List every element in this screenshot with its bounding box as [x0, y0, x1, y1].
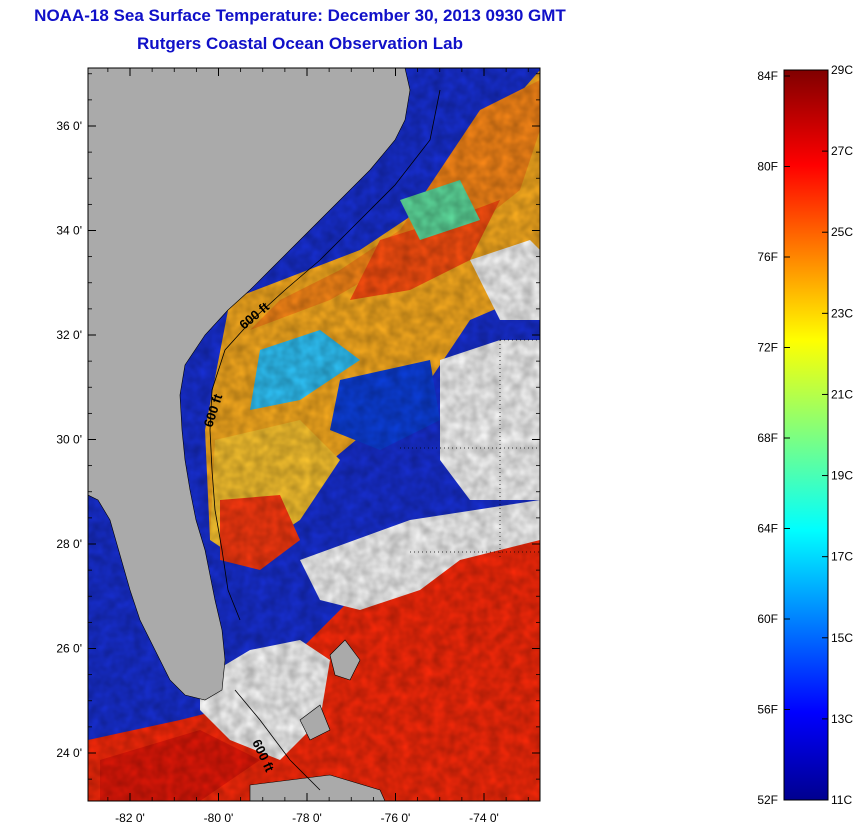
colorbar-fahrenheit-label: 64F	[757, 522, 778, 536]
bathymetry-contour-600ft	[209, 89, 441, 621]
lat-tick-label: 26 0'	[56, 642, 82, 656]
lat-tick-label: 30 0'	[56, 433, 82, 447]
bathymetry-contour-600ft	[234, 689, 321, 791]
colorbar-celsius-label: 17C	[831, 550, 853, 564]
colorbar-celsius-label: 27C	[831, 144, 853, 158]
colorbar-fahrenheit-label: 72F	[757, 341, 778, 355]
land-island	[299, 704, 331, 741]
colorbar-celsius-label: 15C	[831, 631, 853, 645]
map-title: NOAA-18 Sea Surface Temperature: Decembe…	[34, 6, 566, 25]
lat-tick-label: 36 0'	[56, 119, 82, 133]
colorbar-celsius-label: 21C	[831, 387, 853, 401]
lat-tick-label: 28 0'	[56, 537, 82, 551]
land-island	[329, 639, 361, 681]
colorbar-fahrenheit-label: 80F	[757, 160, 778, 174]
colorbar-celsius-label: 23C	[831, 306, 853, 320]
colorbar-celsius-label: 13C	[831, 712, 853, 726]
colorbar-celsius-label: 19C	[831, 469, 853, 483]
temperature-colorbar	[783, 69, 829, 801]
lon-tick-label: -76 0'	[381, 811, 411, 825]
lon-tick-label: -78 0'	[292, 811, 322, 825]
lon-tick-label: -82 0'	[115, 811, 145, 825]
graticule	[400, 339, 540, 560]
sst-map-area: 600 ft 600 ft 600 ft	[88, 68, 540, 801]
colorbar-fahrenheit-label: 84F	[757, 69, 778, 83]
colorbar-fahrenheit-label: 52F	[757, 793, 778, 807]
lat-tick-label: 32 0'	[56, 328, 82, 342]
longitude-axis: -82 0' -80 0' -78 0' -76 0' -74 0'	[107, 68, 529, 825]
colorbar-fahrenheit-label: 60F	[757, 612, 778, 626]
lat-tick-label: 24 0'	[56, 746, 82, 760]
map-frame	[87, 67, 541, 802]
colorbar-fahrenheit-label: 56F	[757, 703, 778, 717]
colorbar-fahrenheit-label: 76F	[757, 250, 778, 264]
latitude-axis: 24 0' 26 0' 28 0' 30 0' 32 0' 34 0' 36 0'	[56, 73, 540, 780]
colorbar-celsius-label: 29C	[831, 63, 853, 77]
colorbar-celsius-label: 11C	[831, 793, 852, 807]
colorbar-celsius-label: 25C	[831, 225, 853, 239]
lon-tick-label: -74 0'	[469, 811, 499, 825]
colorbar-fahrenheit-label: 68F	[757, 431, 778, 445]
lat-tick-label: 34 0'	[56, 224, 82, 238]
colorbar-labels: 84F 80F 76F 72F 68F 64F 60F 56F 52F 29C 27C 25C 23C 2…	[757, 63, 853, 807]
land-mainland	[88, 68, 411, 701]
lon-tick-label: -80 0'	[204, 811, 234, 825]
map-subtitle: Rutgers Coastal Ocean Observation Lab	[137, 34, 463, 53]
